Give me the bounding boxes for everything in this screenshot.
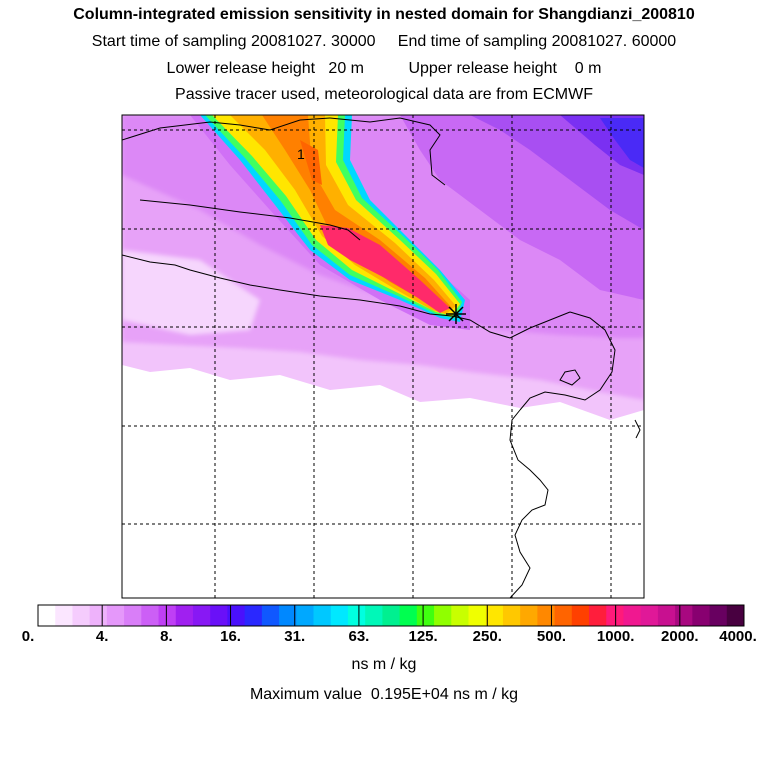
- coastline-borders: [122, 117, 641, 598]
- colorbar-cell: [589, 605, 607, 626]
- colorbar-tick-label: 500.: [536, 628, 567, 645]
- sensitivity-map: 1: [121, 114, 645, 599]
- colorbar-tick-label: 125.: [408, 628, 438, 645]
- colorbar-tick-label: 2000.: [661, 628, 699, 645]
- colorbar-units: ns m / kg: [351, 656, 417, 673]
- colorbar-cell: [726, 605, 745, 626]
- colorbar-tick-label: 8.: [160, 628, 173, 645]
- colorbar-cell: [502, 605, 521, 626]
- colorbar-cell: [692, 605, 711, 626]
- colorbar: [37, 604, 745, 627]
- maximum-value-note: Maximum value 0.195E+04 ns m / kg: [249, 686, 519, 703]
- colorbar-cell: [520, 605, 538, 626]
- colorbar-tick-label: 4.: [95, 628, 109, 645]
- colorbar-cell: [244, 605, 263, 626]
- colorbar-cell: [141, 605, 160, 626]
- colorbar-cell: [434, 605, 452, 626]
- colorbar-cell: [227, 605, 246, 626]
- colorbar-cell: [210, 605, 228, 626]
- colorbar-cell: [124, 605, 142, 626]
- colorbar-cell: [675, 605, 693, 626]
- colorbar-cell: [451, 605, 469, 626]
- colorbar-cell: [537, 605, 556, 626]
- colorbar-cell: [72, 605, 91, 626]
- colorbar-tick-label: 4000.: [719, 628, 757, 645]
- colorbar-cell: [158, 605, 177, 626]
- colorbar-tick-label: 250.: [472, 628, 502, 645]
- colorbar-cell: [554, 605, 573, 626]
- colorbar-cell: [313, 605, 332, 626]
- colorbar-cell: [709, 605, 728, 626]
- colorbar-cell: [485, 605, 504, 626]
- plot-title: Column-integrated emission sensitivity i…: [73, 6, 695, 23]
- colorbar-tick-label: 0.: [21, 628, 35, 645]
- colorbar-cell: [279, 605, 297, 626]
- colorbar-cell: [55, 605, 73, 626]
- colorbar-cell: [89, 605, 108, 626]
- colorbar-cell: [571, 605, 590, 626]
- colorbar-cell: [296, 605, 315, 626]
- colorbar-cell: [382, 605, 401, 626]
- colorbar-cell: [416, 605, 435, 626]
- colorbar-cell: [606, 605, 624, 626]
- colorbar-cell: [175, 605, 194, 626]
- colorbar-cell: [468, 605, 487, 626]
- colorbar-cell: [623, 605, 642, 626]
- map-frame: [121, 114, 645, 599]
- tracer-info-line: Passive tracer used, meteorological data…: [175, 86, 593, 103]
- colorbar-cell: [106, 605, 125, 626]
- colorbar-cell: [347, 605, 366, 626]
- colorbar-cell: [38, 605, 56, 626]
- colorbar-cell: [399, 605, 418, 626]
- release-site-star-icon: [446, 304, 466, 324]
- contour-label: 1: [297, 146, 305, 162]
- release-height-line: Lower release height 20 m Upper release …: [166, 60, 602, 77]
- colorbar-tick-label: 31.: [284, 628, 306, 645]
- sampling-time-line: Start time of sampling 20081027. 30000 E…: [91, 33, 677, 50]
- colorbar-tick-label: 63.: [348, 628, 370, 645]
- colorbar-tick-label: 1000.: [596, 628, 635, 645]
- colorbar-cell: [330, 605, 349, 626]
- colorbar-cell: [261, 605, 280, 626]
- colorbar-tick-label: 16.: [220, 628, 241, 645]
- sensitivity-field: [122, 115, 644, 598]
- colorbar-cell: [365, 605, 383, 626]
- lat-lon-grid: [122, 115, 644, 598]
- colorbar-cell: [192, 605, 211, 626]
- colorbar-cell: [657, 605, 676, 626]
- colorbar-cell: [640, 605, 659, 626]
